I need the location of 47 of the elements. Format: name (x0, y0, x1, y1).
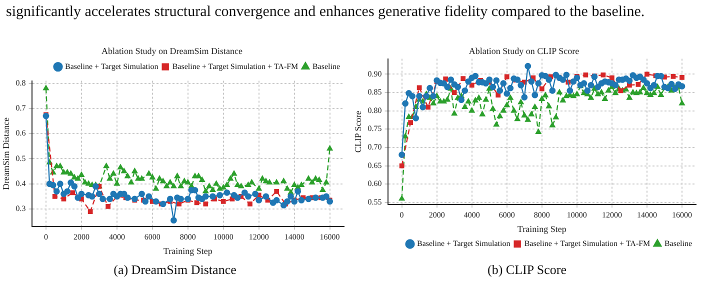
legend-label: Baseline + Target Simulation + TA-FM (524, 239, 650, 248)
y-tick-label: 0.5 (16, 154, 26, 163)
x-tick-label: 2000 (73, 232, 90, 242)
x-tick-label: 4000 (108, 232, 125, 242)
y-tick-label: 0.65 (368, 160, 382, 170)
y-tick-label: 0.85 (368, 88, 382, 97)
text: significantly accelerates structural convergence and enhances generative fidelity compared to the baseline. (6, 3, 646, 22)
text: (b) CLIP Score (486, 262, 568, 278)
y-axis-title: CLIP Score (352, 110, 363, 153)
x-tick-label: 4000 (464, 210, 480, 220)
y-axis-title: DreamSim Distance (0, 117, 11, 190)
x-tick-label: 6000 (498, 210, 515, 220)
x-tick-label: 12000 (602, 210, 622, 220)
chart-title: Ablation Study on DreamSim Distance (102, 46, 242, 56)
x-tick-label: 16000 (672, 210, 692, 220)
legend-label: Baseline + Target Simulation (417, 239, 510, 248)
chart-title: Ablation Study on CLIP Score (468, 46, 580, 56)
y-tick-label: 0.80 (368, 106, 382, 115)
y-tick-label: 0.75 (368, 124, 382, 134)
x-tick-label: 14000 (284, 232, 304, 242)
text: (a) DreamSim Distance (112, 262, 238, 278)
x-tick-label: 14000 (636, 210, 657, 220)
legend-label: Baseline + Target Simulation (65, 62, 158, 71)
y-tick-label: 0.90 (368, 69, 382, 78)
legend-label: Baseline (312, 62, 340, 71)
y-tick-label: 0.4 (16, 178, 26, 188)
legend-label: Baseline (664, 239, 692, 248)
legend-label: Baseline + Target Simulation + TA-FM (172, 62, 298, 71)
y-tick-label: 0.6 (16, 128, 26, 138)
x-axis-title: Training Step (163, 246, 213, 256)
x-tick-label: 10000 (213, 232, 234, 242)
y-tick-label: 0.60 (368, 179, 382, 188)
x-tick-label: 6000 (144, 232, 160, 242)
x-tick-label: 8000 (534, 210, 550, 220)
x-tick-label: 2000 (428, 210, 445, 220)
y-tick-label: 0.55 (368, 197, 382, 206)
x-axis-title: Training Step (517, 224, 567, 234)
x-tick-label: 8000 (180, 232, 196, 242)
x-tick-label: 10000 (566, 210, 587, 220)
y-tick-label: 0.7 (16, 104, 26, 113)
x-tick-label: 0 (400, 210, 404, 220)
y-tick-label: 0.70 (368, 142, 382, 152)
y-tick-label: 0.8 (16, 78, 26, 88)
y-tick-label: 0.3 (16, 204, 26, 214)
x-tick-label: 16000 (320, 232, 340, 242)
x-tick-label: 12000 (248, 232, 269, 242)
x-tick-label: 0 (44, 232, 48, 242)
